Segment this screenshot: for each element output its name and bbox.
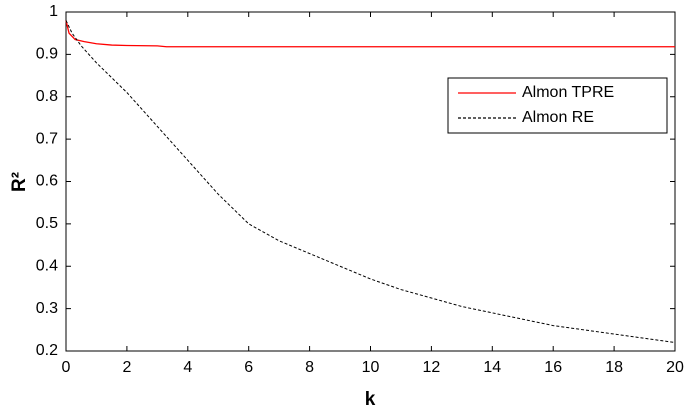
x-tick-label: 10 bbox=[362, 359, 380, 376]
series-line bbox=[65, 20, 676, 344]
legend-label: Almon RE bbox=[522, 109, 594, 126]
x-tick-label: 18 bbox=[605, 359, 623, 376]
y-tick-label: 0.9 bbox=[36, 46, 58, 63]
x-axis-label: k bbox=[365, 389, 376, 410]
x-tick-label: 14 bbox=[483, 359, 501, 376]
x-tick-label: 6 bbox=[244, 359, 253, 376]
legend-box bbox=[447, 77, 668, 134]
y-tick-label: 0.2 bbox=[36, 342, 58, 359]
plot-frame bbox=[65, 11, 676, 352]
x-tick-label: 12 bbox=[423, 359, 441, 376]
x-tick-label: 16 bbox=[544, 359, 562, 376]
y-tick-label: 0.6 bbox=[36, 173, 58, 190]
x-tick-label: 20 bbox=[666, 359, 684, 376]
x-tick-label: 4 bbox=[183, 359, 192, 376]
x-tick-label: 0 bbox=[62, 359, 71, 376]
x-tick-label: 2 bbox=[122, 359, 131, 376]
series-line bbox=[65, 20, 675, 48]
y-tick-label: 0.7 bbox=[36, 130, 58, 147]
y-tick-label: 0.4 bbox=[36, 257, 58, 274]
y-tick-label: 0.5 bbox=[36, 215, 58, 232]
y-tick-label: 0.8 bbox=[36, 88, 58, 105]
y-tick-label: 1 bbox=[49, 3, 58, 20]
legend-label: Almon TPRE bbox=[522, 84, 614, 101]
y-axis-label: R² bbox=[9, 172, 30, 192]
x-tick-label: 8 bbox=[305, 359, 314, 376]
y-tick-label: 0.3 bbox=[36, 300, 58, 317]
